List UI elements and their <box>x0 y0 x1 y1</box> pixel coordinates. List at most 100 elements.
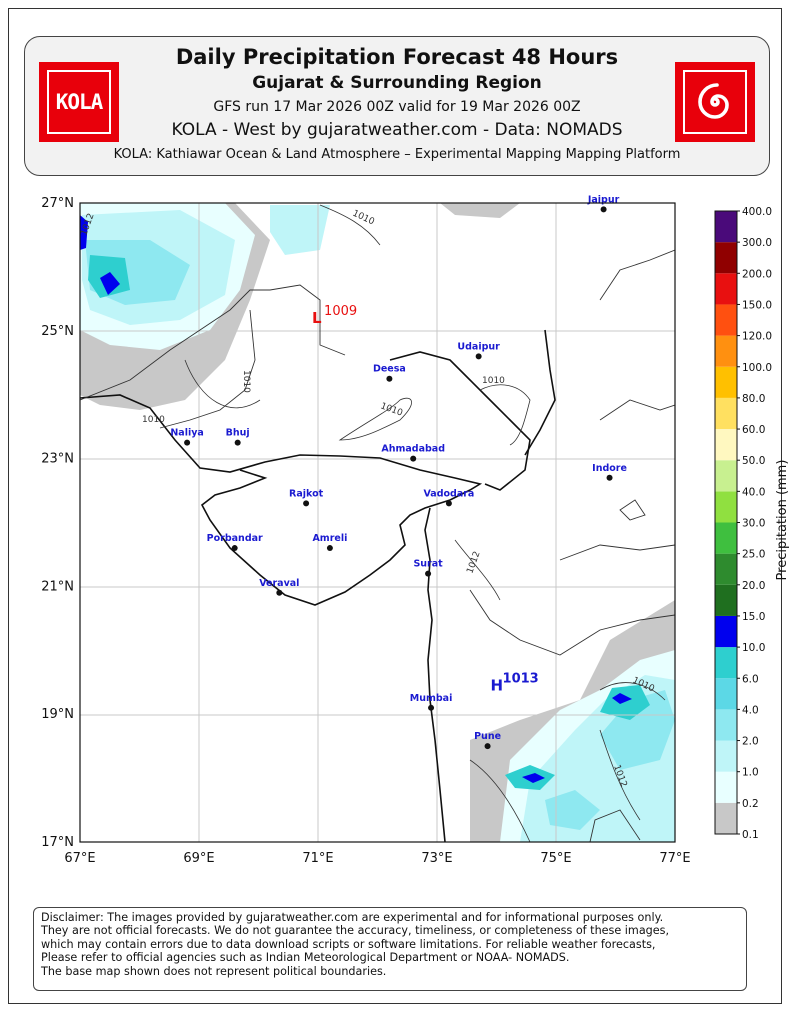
isobars <box>184 204 666 842</box>
colorbar-segment <box>715 647 737 679</box>
pressure-value: 1013 <box>503 671 539 686</box>
colorbar-tick-label: 150.0 <box>742 299 772 311</box>
colorbar-segment <box>715 802 737 834</box>
colorbar-segment <box>715 335 737 367</box>
disclaimer-line: which may contain errors due to data dow… <box>41 937 656 951</box>
city-label: Amreli <box>312 533 347 544</box>
colorbar-label: Precipitation (mm) <box>775 460 790 581</box>
colorbar-segment <box>715 584 737 616</box>
colorbar-segment <box>715 366 737 398</box>
isobar-label: 1010 <box>241 370 251 393</box>
city-label: Bhuj <box>226 428 250 439</box>
city-label: Veraval <box>259 578 299 589</box>
isobar-label: 1010 <box>482 376 505 386</box>
city-label: Surat <box>413 559 443 570</box>
colorbar-segment <box>715 242 737 274</box>
colorbar-tick-label: 6.0 <box>742 673 759 685</box>
colorbar-segment <box>715 522 737 554</box>
colorbar-tick-label: 2.0 <box>742 736 759 748</box>
colorbar-tick-label: 15.0 <box>742 611 765 623</box>
disclaimer-line: They are not official forecasts. We do n… <box>41 924 670 938</box>
city-dot <box>184 439 191 446</box>
colorbar-segment <box>715 397 737 430</box>
lon-tick-label: 67°E <box>64 851 95 866</box>
platform-line: KOLA: Kathiawar Ocean & Land Atmosphere … <box>113 147 681 162</box>
city-label: Ahmadabad <box>381 444 445 455</box>
city-dot <box>484 743 491 750</box>
colorbar-tick-label: 30.0 <box>742 518 765 530</box>
colorbar-tick-label: 4.0 <box>742 704 759 716</box>
colorbar-tick-label: 20.0 <box>742 580 765 592</box>
colorbar-tick-label: 25.0 <box>742 549 765 561</box>
header-panel: KOLA Daily Precipitation Forecast 48 Hou… <box>24 36 770 176</box>
colorbar-segment <box>715 429 737 461</box>
city-dot <box>428 704 435 711</box>
city-label: Porbandar <box>207 533 263 544</box>
lat-tick-label: 19°N <box>41 707 74 722</box>
coastline <box>80 329 556 842</box>
city-dot <box>276 589 283 596</box>
city-label: Naliya <box>170 428 203 439</box>
spiral-icon <box>698 83 729 119</box>
city-dot <box>326 545 333 552</box>
city-dot <box>303 500 310 507</box>
pressure-symbol: H <box>491 676 504 694</box>
lat-tick-label: 25°N <box>41 324 74 339</box>
colorbar-tick-label: 120.0 <box>742 331 772 343</box>
lat-tick-label: 23°N <box>41 452 74 467</box>
city-label: Vadodara <box>423 488 474 499</box>
city-dot <box>410 455 417 462</box>
lat-tick-label: 21°N <box>41 579 74 594</box>
city-dot <box>475 353 482 360</box>
colorbar-tick-label: 100.0 <box>742 362 772 374</box>
colorbar-tick-label: 0.2 <box>742 798 759 810</box>
colorbar-tick-label: 400.0 <box>742 206 772 218</box>
colorbar-tick-label: 0.1 <box>742 829 759 841</box>
city-dot <box>606 474 613 481</box>
city-label: Mumbai <box>410 693 453 704</box>
spiral-logo <box>675 62 755 142</box>
colorbar-tick-label: 80.0 <box>742 393 765 405</box>
colorbar-segment <box>715 678 737 710</box>
outer-frame <box>8 8 782 1004</box>
city-dot <box>234 439 241 446</box>
colorbar-segment <box>715 304 737 336</box>
city-label: Deesa <box>373 364 406 375</box>
pressure-value: 1009 <box>324 304 357 319</box>
colorbar-segment <box>715 460 737 492</box>
map-border <box>79 202 676 843</box>
graticule <box>80 203 675 842</box>
kola-logo: KOLA <box>39 62 119 142</box>
disclaimer-box: Disclaimer: The images provided by gujar… <box>33 907 747 991</box>
colorbar-segment <box>715 709 737 741</box>
city-label: Jaipur <box>587 194 620 205</box>
lon-tick-label: 75°E <box>540 851 571 866</box>
city-label: Udaipur <box>457 341 500 352</box>
colorbar-segment <box>715 553 737 585</box>
run-info: GFS run 17 Mar 2026 00Z valid for 19 Mar… <box>213 99 581 115</box>
colorbar-tick-label: 40.0 <box>742 486 765 498</box>
disclaimer-line: Disclaimer: The images provided by gujar… <box>41 911 664 924</box>
colorbar-segment <box>715 615 737 648</box>
page-title: Daily Precipitation Forecast 48 Hours <box>175 45 619 69</box>
city-label: Rajkot <box>289 488 324 499</box>
city-markers: Jaipur Udaipur Deesa Naliya Bhuj Ahmadabad Ind… <box>170 194 627 750</box>
colorbar-segment <box>715 740 737 772</box>
axis-ticks: 27°N 25°N 23°N 21°N 19°N 17°N67°E 69°E 71°E 73°E… <box>41 196 690 866</box>
disclaimer-line: Please refer to official agencies such a… <box>41 951 570 965</box>
lon-tick-label: 73°E <box>421 851 452 866</box>
colorbar-segment <box>715 491 737 523</box>
borders <box>80 249 675 842</box>
precipitation-map: 1010 1012 1010 1010 1010 1012 1010 1012 … <box>41 194 790 866</box>
region-subtitle: Gujarat & Surrounding Region <box>252 73 542 93</box>
colorbar-tick-label: 60.0 <box>742 424 765 436</box>
lat-tick-label: 17°N <box>41 835 74 850</box>
isobar-label: 1010 <box>142 415 165 425</box>
lon-tick-label: 77°E <box>659 851 690 866</box>
colorbar-segment <box>715 273 737 305</box>
precip-shading <box>80 203 675 842</box>
credit-line: KOLA - West by gujaratweather.com - Data… <box>171 120 623 140</box>
colorbar-tick-label: 50.0 <box>742 455 765 467</box>
city-dot <box>445 500 452 507</box>
colorbar-tick-label: 200.0 <box>742 268 772 280</box>
